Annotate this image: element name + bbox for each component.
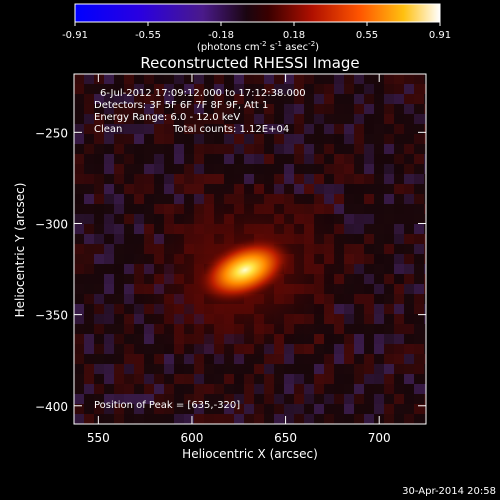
colorbar-tick-label: 0.91	[429, 30, 451, 41]
annotation-time-range: 6-Jul-2012 17:09:12.000 to 17:12:38.000	[100, 88, 306, 99]
colorbar-tick-label: -0.91	[62, 30, 88, 41]
y-tick-label: −250	[35, 126, 68, 140]
annotation-peak-position: Position of Peak = [635,-320]	[94, 400, 240, 411]
colorbar	[74, 3, 441, 23]
chart-title: Reconstructed RHESSI Image	[140, 54, 359, 72]
y-tick-label: −400	[35, 400, 68, 414]
annotation-method: Clean	[94, 124, 122, 135]
x-tick-label: 550	[87, 431, 110, 445]
heatmap-image	[74, 74, 426, 424]
annotation-detectors: Detectors: 3F 5F 6F 7F 8F 9F, Att 1	[94, 100, 268, 111]
colorbar-tick-label: 0.18	[283, 30, 305, 41]
y-axis-label: Heliocentric Y (arcsec)	[13, 183, 27, 318]
y-tick-label: −300	[35, 217, 68, 231]
x-tick-label: 650	[274, 431, 297, 445]
plot-timestamp: 30-Apr-2014 20:58	[402, 486, 496, 497]
annotation-total-counts: Total counts: 1.12E+04	[172, 124, 289, 135]
y-tick-label: −350	[35, 309, 68, 323]
colorbar-tick-label: -0.55	[135, 30, 161, 41]
x-axis-label: Heliocentric X (arcsec)	[182, 447, 318, 461]
colorbar-tick-label: -0.18	[208, 30, 234, 41]
colorbar-ticks: -0.91 -0.55 -0.18 0.18 0.55 0.91	[62, 22, 451, 41]
x-tick-label: 600	[181, 431, 204, 445]
annotation-energy-range: Energy Range: 6.0 - 12.0 keV	[94, 112, 240, 123]
axis-ticks: 550 600 650 700 −250 −300 −350 −400	[35, 74, 426, 445]
x-tick-label: 700	[368, 431, 391, 445]
flare-source	[195, 236, 295, 304]
colorbar-unit-label: (photons cm-2 s-1 asec-2)	[197, 40, 319, 53]
colorbar-tick-label: 0.55	[356, 30, 378, 41]
plot-frame	[73, 73, 427, 425]
